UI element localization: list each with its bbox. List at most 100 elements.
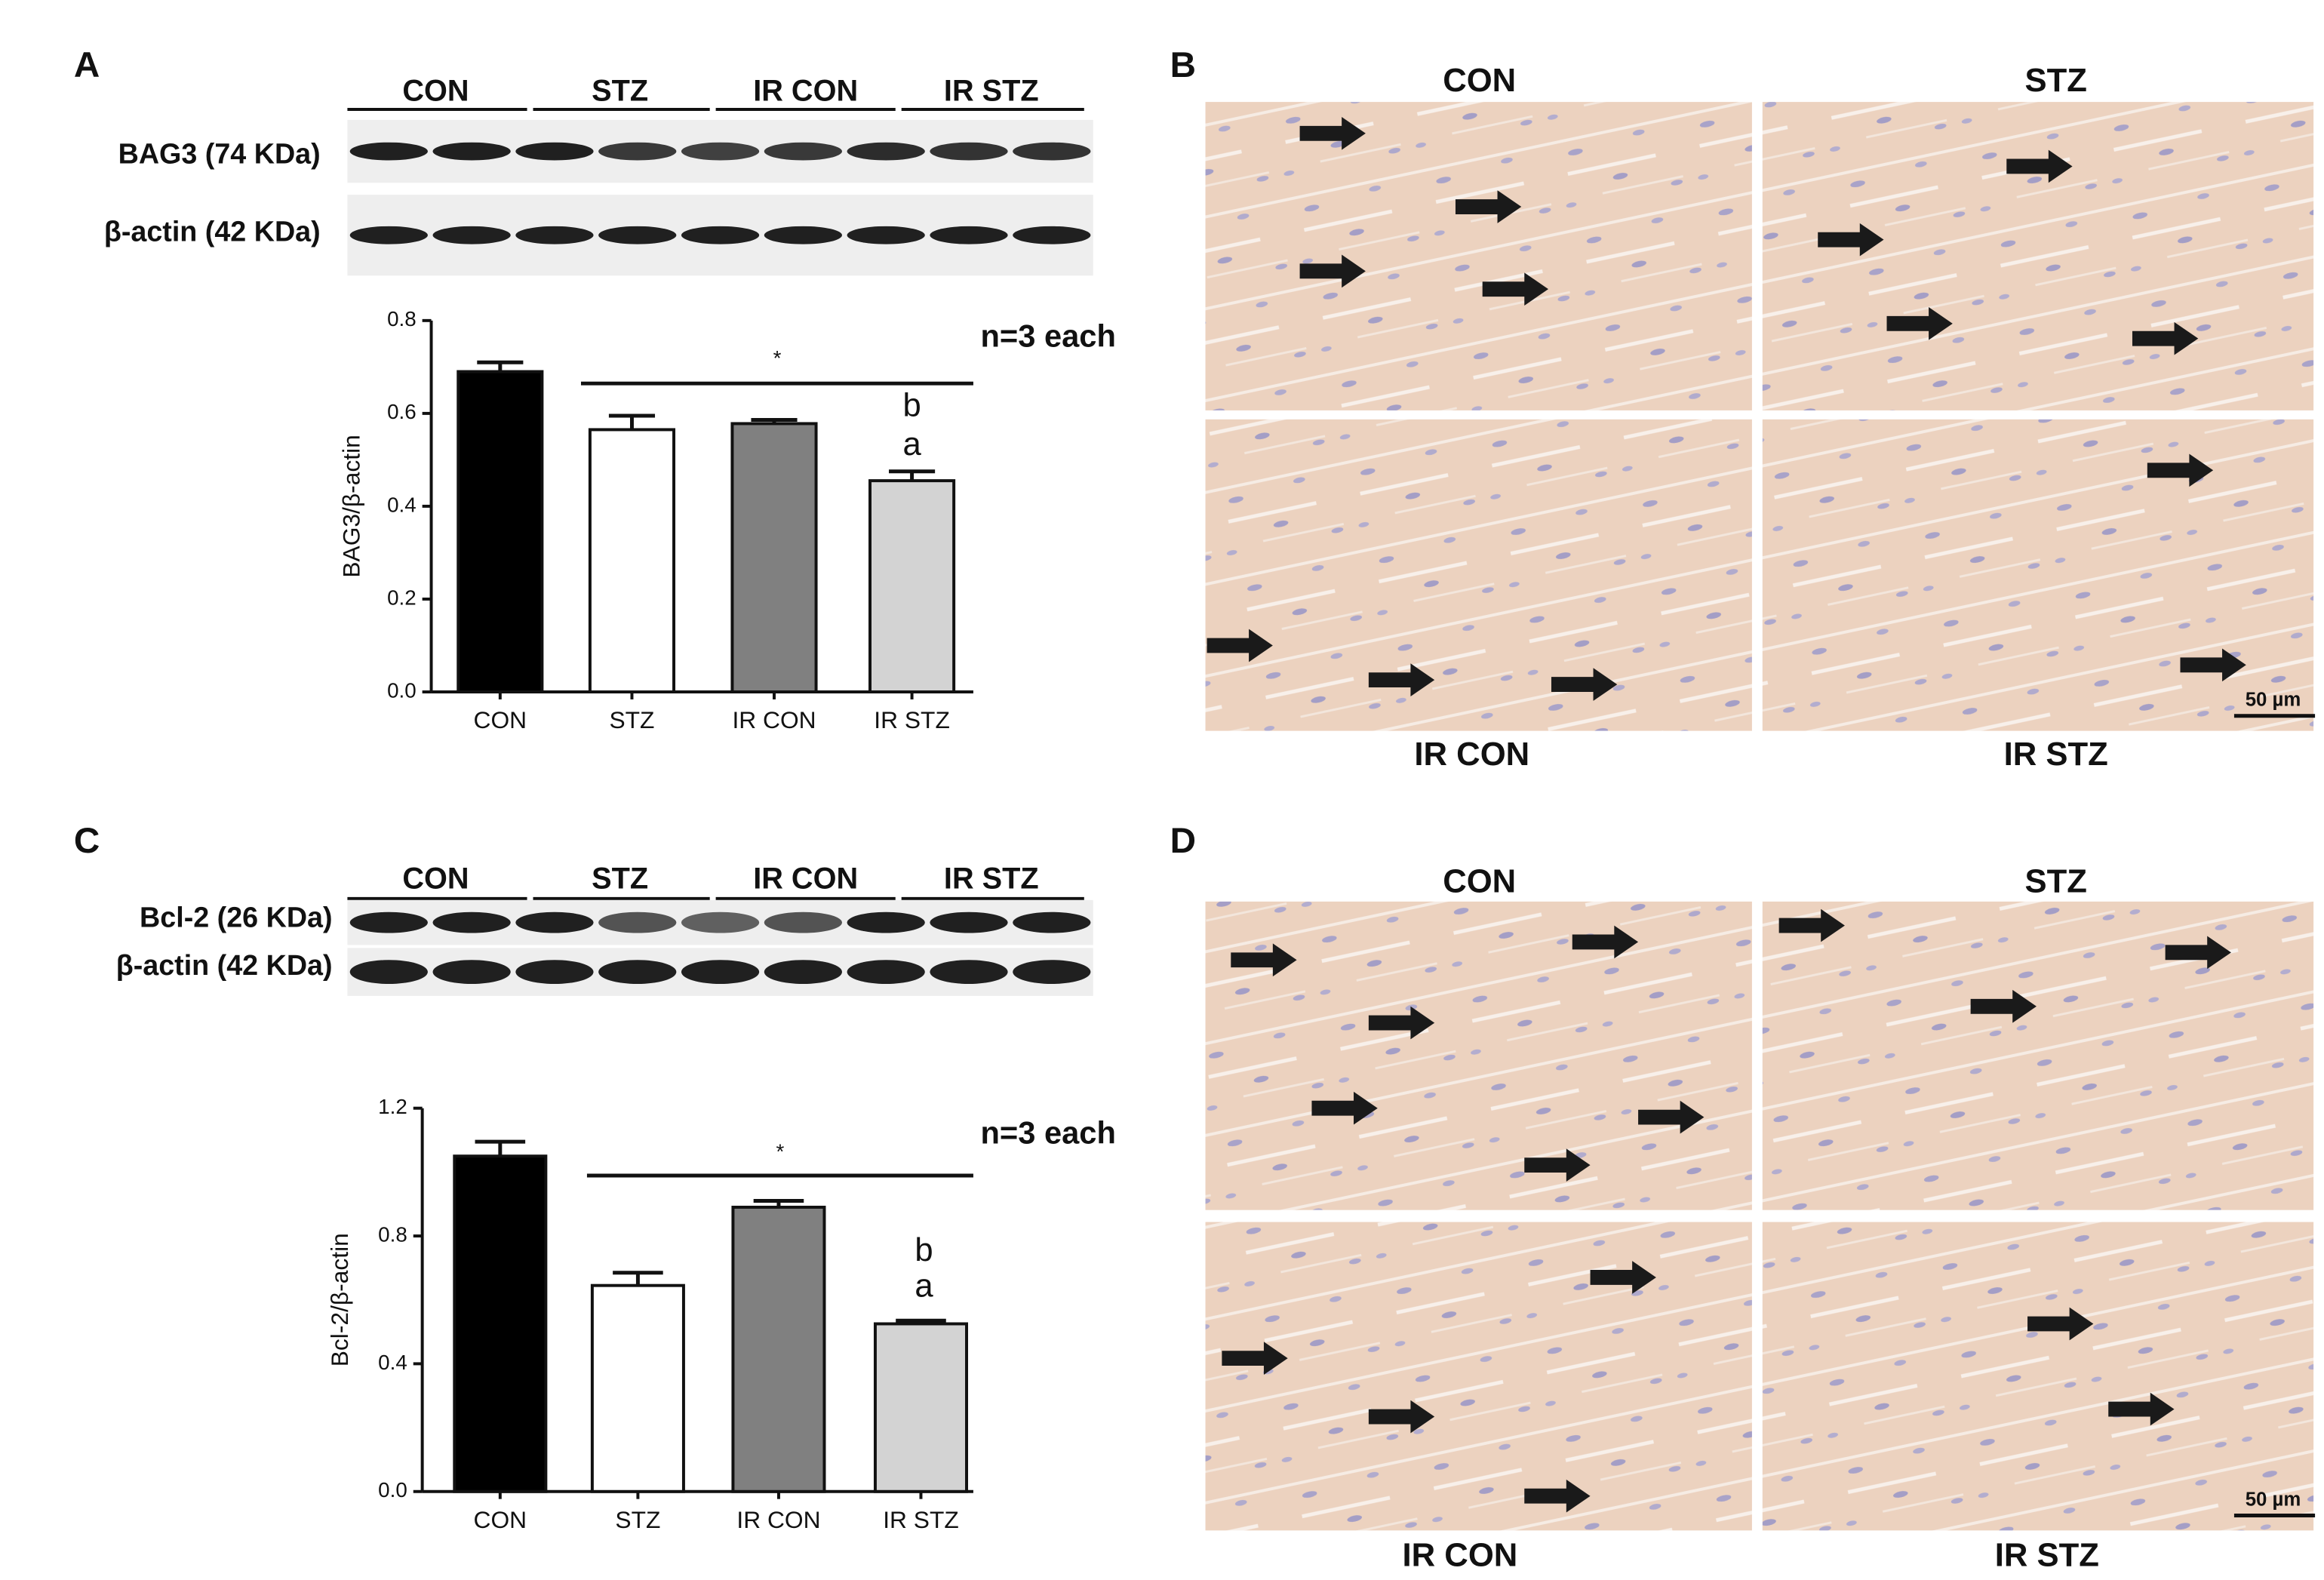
blot-row-label: Bcl-2 (26 KDa) bbox=[140, 902, 333, 933]
blot-band bbox=[930, 960, 1008, 984]
group-letter: b bbox=[915, 1231, 933, 1268]
histology-image bbox=[1762, 1222, 2314, 1531]
y-tick-label: 0.4 bbox=[378, 1351, 407, 1374]
blot-group-label: IR CON bbox=[753, 75, 858, 108]
blot-band bbox=[515, 226, 594, 244]
scale-bar-label: 50 µm bbox=[2246, 1489, 2301, 1510]
histology-label: IR CON bbox=[1403, 1537, 1518, 1574]
blot-band bbox=[681, 960, 760, 984]
x-tick-label: STZ bbox=[609, 706, 654, 733]
arrow bbox=[1970, 989, 2037, 1023]
group-letter: b bbox=[902, 386, 921, 423]
arrow bbox=[1482, 272, 1549, 306]
sample-note: n=3 each bbox=[980, 318, 1115, 354]
arrow bbox=[2180, 648, 2246, 682]
y-tick-label: 0.8 bbox=[378, 1222, 407, 1246]
panel-label: B bbox=[1170, 45, 1196, 85]
significance-mark: * bbox=[776, 1140, 785, 1163]
blot-band bbox=[764, 911, 842, 933]
blot-band bbox=[1013, 226, 1091, 244]
y-tick-label: 1.2 bbox=[378, 1095, 407, 1118]
y-tick-label: 0.2 bbox=[387, 586, 417, 609]
panel-label: D bbox=[1170, 821, 1196, 861]
panel-label: A bbox=[74, 45, 100, 85]
bar bbox=[590, 1283, 685, 1493]
blot-band bbox=[681, 142, 760, 161]
blot-band bbox=[847, 960, 925, 984]
histology-label: CON bbox=[1443, 863, 1516, 900]
arrow bbox=[1368, 663, 1435, 696]
blot-band bbox=[847, 142, 925, 161]
bar bbox=[731, 1205, 826, 1493]
blot-group-label: STZ bbox=[592, 862, 648, 896]
bar bbox=[453, 1154, 548, 1493]
arrow bbox=[1778, 908, 1845, 942]
arrow bbox=[1638, 1100, 1705, 1134]
y-tick-label: 0.8 bbox=[387, 307, 417, 330]
arrow bbox=[1368, 1400, 1435, 1434]
x-tick-label: CON bbox=[474, 706, 527, 733]
blot-band bbox=[681, 226, 760, 244]
arrow bbox=[1455, 190, 1522, 223]
panel-label: C bbox=[74, 821, 100, 861]
arrow bbox=[1524, 1479, 1591, 1513]
group-letter: a bbox=[902, 426, 921, 463]
blot-row-label: β-actin (42 KDa) bbox=[116, 949, 333, 981]
histology-label: IR STZ bbox=[2004, 736, 2108, 773]
blot-band bbox=[930, 142, 1008, 161]
histology-label: STZ bbox=[2025, 863, 2087, 900]
blot-row-label: BAG3 (74 KDa) bbox=[118, 138, 321, 170]
blot-band bbox=[349, 226, 428, 244]
histology-label: IR CON bbox=[1414, 736, 1529, 773]
sample-note: n=3 each bbox=[980, 1114, 1115, 1150]
arrow bbox=[1572, 925, 1639, 959]
blot-band bbox=[1013, 911, 1091, 933]
scale-bar-label: 50 µm bbox=[2246, 690, 2301, 711]
blot-group-label: STZ bbox=[592, 75, 648, 108]
arrow bbox=[2165, 936, 2231, 970]
blot-band bbox=[1013, 142, 1091, 161]
arrow bbox=[2006, 149, 2073, 183]
blot-group-label: CON bbox=[402, 862, 469, 896]
histology-image bbox=[1205, 901, 1752, 1210]
y-axis-label: BAG3/β-actin bbox=[338, 435, 365, 577]
blot-band bbox=[349, 911, 428, 933]
arrow bbox=[1886, 306, 1953, 340]
blot-band bbox=[432, 911, 511, 933]
y-tick-label: 0.0 bbox=[378, 1478, 407, 1502]
arrow bbox=[2027, 1307, 2094, 1341]
x-tick-label: IR STZ bbox=[883, 1506, 959, 1533]
arrow bbox=[1590, 1261, 1656, 1294]
histology-image bbox=[1205, 419, 1752, 731]
blot-band bbox=[515, 960, 594, 984]
blot-band bbox=[681, 911, 760, 933]
arrow bbox=[1524, 1148, 1591, 1182]
blot-band bbox=[930, 226, 1008, 244]
blot-band bbox=[432, 960, 511, 984]
arrow bbox=[1222, 1342, 1288, 1375]
group-letter: a bbox=[915, 1267, 933, 1304]
blot-group-label: CON bbox=[402, 75, 469, 108]
blot-band bbox=[598, 960, 677, 984]
blot-band bbox=[598, 142, 677, 161]
y-axis-label: Bcl-2/β-actin bbox=[326, 1233, 353, 1366]
arrow bbox=[1299, 254, 1366, 288]
blot-band bbox=[432, 142, 511, 161]
x-tick-label: IR CON bbox=[732, 706, 816, 733]
bar bbox=[868, 479, 956, 693]
arrow bbox=[1207, 629, 1273, 662]
blot-band bbox=[847, 226, 925, 244]
histology-image bbox=[1205, 1222, 1752, 1531]
blot-band bbox=[432, 226, 511, 244]
arrow bbox=[2132, 321, 2199, 355]
blot-band bbox=[764, 142, 842, 161]
arrow bbox=[1231, 943, 1297, 977]
histology-image bbox=[1762, 102, 2314, 410]
arrow bbox=[1299, 116, 1366, 150]
arrow bbox=[1368, 1006, 1435, 1040]
arrow bbox=[2147, 453, 2214, 487]
blot-band bbox=[598, 226, 677, 244]
x-tick-label: IR CON bbox=[736, 1506, 820, 1533]
blot-band bbox=[1013, 960, 1091, 984]
